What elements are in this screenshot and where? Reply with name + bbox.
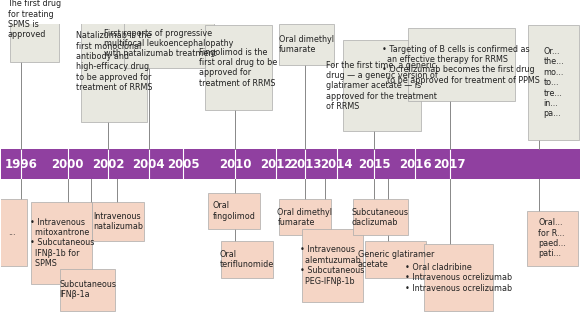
- Text: Oral dimethyl
fumarate: Oral dimethyl fumarate: [277, 208, 332, 227]
- Text: Oral dimethyl
fumarate: Oral dimethyl fumarate: [279, 35, 334, 54]
- Text: 2015: 2015: [358, 158, 391, 171]
- Text: 2014: 2014: [321, 158, 353, 171]
- Text: 2005: 2005: [167, 158, 200, 171]
- Text: Intravenous
natalizumab: Intravenous natalizumab: [93, 212, 143, 231]
- Text: 2013: 2013: [289, 158, 321, 171]
- FancyBboxPatch shape: [279, 24, 334, 65]
- FancyBboxPatch shape: [31, 202, 92, 284]
- Text: Natalizumab is the
first monoclonal
antibody and
high-efficacy drug
to be approv: Natalizumab is the first monoclonal anti…: [75, 31, 152, 92]
- FancyBboxPatch shape: [353, 199, 408, 235]
- FancyBboxPatch shape: [423, 244, 493, 311]
- Text: 1996: 1996: [5, 158, 38, 171]
- Text: Oral
teriflunomide: Oral teriflunomide: [220, 250, 274, 269]
- FancyBboxPatch shape: [343, 40, 421, 131]
- Text: Or...
the...
mo...
to...
tre...
in...
pa...: Or... the... mo... to... tre... in... pa…: [543, 47, 564, 118]
- Text: Subcutaneous
IFNβ-1a: Subcutaneous IFNβ-1a: [59, 280, 117, 300]
- Text: 2002: 2002: [92, 158, 124, 171]
- Text: Oral
fingolimod: Oral fingolimod: [212, 201, 255, 221]
- FancyBboxPatch shape: [0, 199, 27, 266]
- Text: For the first time, a generic
drug — a generic version of
glatiramer acetate — i: For the first time, a generic drug — a g…: [326, 61, 438, 111]
- Text: • Targeting of B cells is confirmed as
  an effective therapy for RRMS
• Ocreliz: • Targeting of B cells is confirmed as a…: [382, 45, 540, 85]
- FancyBboxPatch shape: [365, 241, 426, 278]
- Text: 2012: 2012: [260, 158, 292, 171]
- Bar: [1, 149, 580, 180]
- Text: The first drug
for treating
SPMS is
approved: The first drug for treating SPMS is appr…: [8, 0, 61, 39]
- FancyBboxPatch shape: [124, 19, 214, 68]
- Text: Fingolimod is the
first oral drug to be
approved for
treatment of RRMS: Fingolimod is the first oral drug to be …: [200, 48, 277, 88]
- FancyBboxPatch shape: [279, 199, 331, 235]
- Text: First reports of progressive
multifocal leukoencephalopathy
with natalizumab tre: First reports of progressive multifocal …: [104, 29, 234, 58]
- Text: 2017: 2017: [433, 158, 466, 171]
- FancyBboxPatch shape: [81, 1, 147, 122]
- Text: 2010: 2010: [219, 158, 252, 171]
- Text: Subcutaneous
daclizumab: Subcutaneous daclizumab: [351, 208, 409, 227]
- FancyBboxPatch shape: [10, 0, 59, 62]
- FancyBboxPatch shape: [302, 229, 362, 302]
- FancyBboxPatch shape: [205, 25, 271, 110]
- Text: Oral...
for R...
paed...
pati...: Oral... for R... paed... pati...: [538, 218, 566, 259]
- FancyBboxPatch shape: [92, 202, 144, 241]
- Text: • Intravenous
  mitoxantrone
• Subcutaneous
  IFNβ-1b for
  SPMS: • Intravenous mitoxantrone • Subcutaneou…: [30, 218, 94, 268]
- FancyBboxPatch shape: [208, 193, 260, 229]
- FancyBboxPatch shape: [60, 269, 115, 311]
- Text: 2016: 2016: [398, 158, 432, 171]
- FancyBboxPatch shape: [408, 28, 515, 101]
- Text: • Oral cladribine
• Intravenous ocrelizumab
• Intravenous ocrelizumab: • Oral cladribine • Intravenous ocrelizu…: [405, 263, 512, 292]
- Text: 2000: 2000: [51, 158, 84, 171]
- FancyBboxPatch shape: [528, 25, 579, 140]
- Text: 2004: 2004: [132, 158, 165, 171]
- Text: ...: ...: [8, 228, 15, 237]
- FancyBboxPatch shape: [221, 241, 273, 278]
- Text: Generic glatiramer
acetate: Generic glatiramer acetate: [358, 250, 434, 269]
- FancyBboxPatch shape: [527, 211, 578, 266]
- Text: • Intravenous
  alemtuzumab
• Subcutaneous
  PEG-IFNβ-1b: • Intravenous alemtuzumab • Subcutaneous…: [300, 245, 364, 286]
